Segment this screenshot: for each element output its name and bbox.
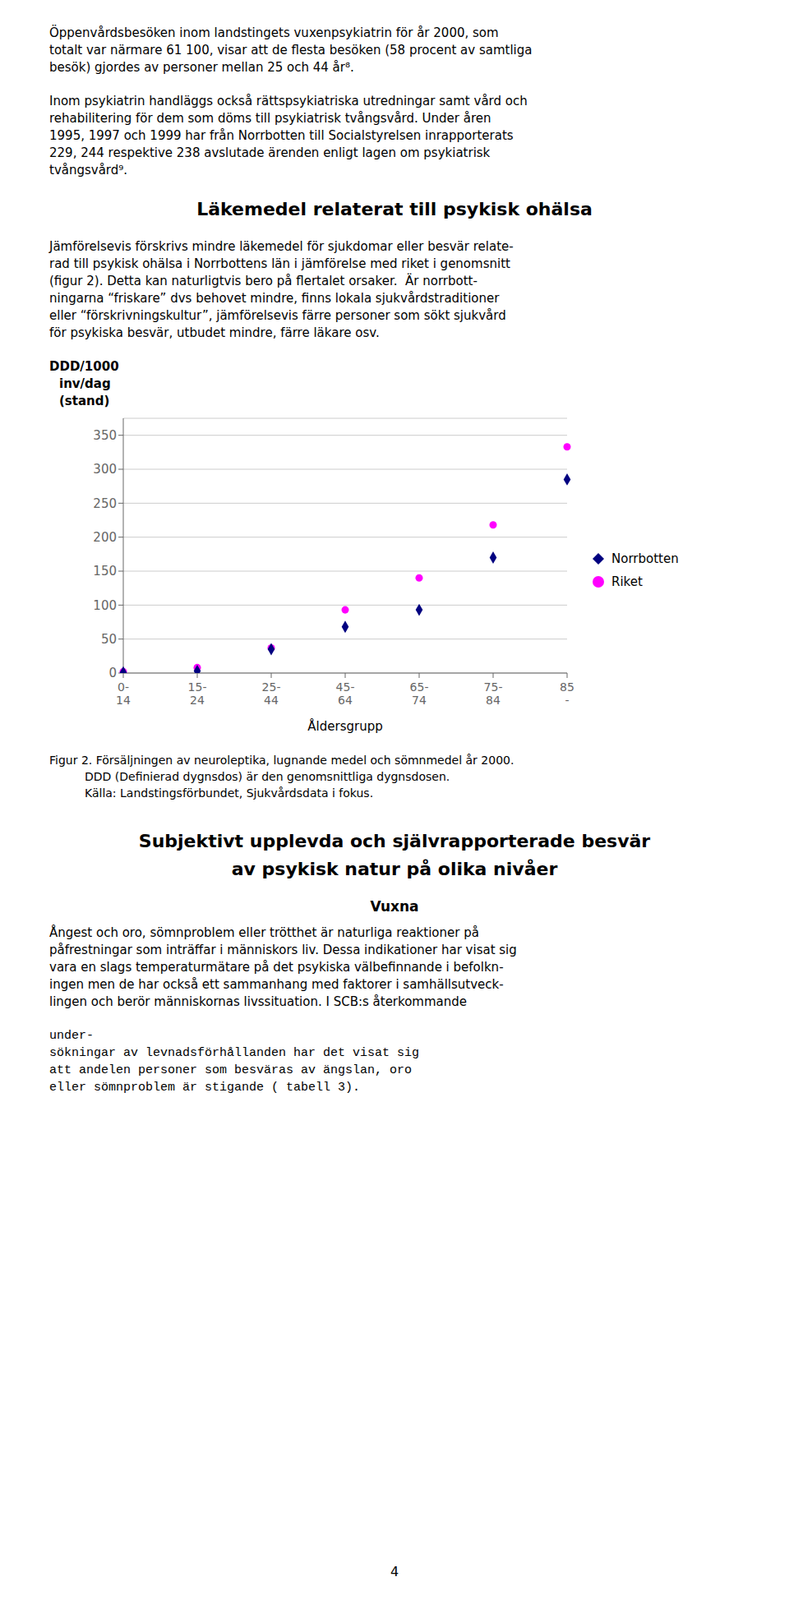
html-text:DDD (Definierad dygnsdos) är d: DDD (Definierad dygnsdos) är den genomsn… [84,770,450,784]
svg-text:200: 200 [92,530,117,545]
html-text:av psykisk natur på olika nivå: av psykisk natur på olika nivåer [231,858,558,880]
html-text:Jämförelsevis förskrivs mindre: Jämförelsevis förskrivs mindre läkemedel… [49,239,514,254]
html-text:vara en slags temperaturmätare: vara en slags temperaturmätare på det ps… [49,959,504,975]
svg-text:75-84: 75-84 [484,680,503,707]
html-text:påfrestningar som inträffar i: påfrestningar som inträffar i människors… [49,942,517,958]
html-text:Ångest och oro, sömnproblem el: Ångest och oro, sömnproblem eller trötth… [49,925,480,941]
html-text:under-: under- [49,1028,94,1043]
html-text:tvångsvård⁹.: tvångsvård⁹. [49,162,128,178]
html-text:Norrbotten: Norrbotten [611,551,679,567]
html-text:(figur 2). Detta kan naturligt: (figur 2). Detta kan naturligtvis bero p… [49,273,478,289]
html-text:DDD/1000: DDD/1000 [49,359,119,374]
html-text:rad till psykisk ohälsa i Norr: rad till psykisk ohälsa i Norrbottens lä… [49,256,511,272]
svg-text:45-64: 45-64 [336,680,356,707]
html-text:eller “förskrivningskultur”, j: eller “förskrivningskultur”, jämförelsev… [49,308,507,323]
html-text:Figur 2. Försäljningen av neur: Figur 2. Försäljningen av neuroleptika, … [49,753,515,767]
html-text:229, 244 respektive 238 avslut: 229, 244 respektive 238 avslutade ärende… [49,145,491,161]
svg-text:250: 250 [92,496,117,512]
svg-text:350: 350 [92,428,117,443]
html-text:ningarna “friskare” dvs behove: ningarna “friskare” dvs behovet mindre, … [49,290,500,306]
html-text:att andelen personer som besvä: att andelen personer som besväras av äng… [49,1063,412,1078]
html-text:för psykiska besvär, utbudet m: för psykiska besvär, utbudet mindre, fär… [49,325,380,341]
svg-text:100: 100 [92,598,117,614]
svg-text:15-24: 15-24 [188,680,208,707]
svg-text:150: 150 [92,563,117,579]
html-text:totalt var närmare 61 100, vis: totalt var närmare 61 100, visar att de … [49,42,533,58]
svg-text:50: 50 [101,632,117,647]
html-text:1995, 1997 och 1999 har från N: 1995, 1997 och 1999 har från Norrbotten … [49,128,514,144]
svg-text:65-74: 65-74 [410,680,430,707]
html-text:Riket: Riket [611,574,643,590]
html-text:lingen och berör människornas: lingen och berör människornas livssituat… [49,994,467,1010]
html-text:4: 4 [390,1564,399,1580]
html-text:ingen men de har också ett sam: ingen men de har också ett sammanhang me… [49,977,504,993]
svg-text:25-44: 25-44 [262,680,282,707]
svg-text:300: 300 [92,461,117,477]
html-text:Öppenvårdsbesöken inom landsti: Öppenvårdsbesöken inom landstingets vuxe… [49,25,499,41]
html-text:Subjektivt upplevda och självr: Subjektivt upplevda och självrapporterad… [138,830,651,852]
html-text:Vuxna: Vuxna [370,898,419,915]
svg-text:85-: 85- [559,680,575,707]
svg-text:0: 0 [108,665,117,681]
html-text:Läkemedel relaterat till psyki: Läkemedel relaterat till psykisk ohälsa [196,198,593,220]
html-text:inv/dag: inv/dag [59,376,111,392]
html-text:(stand): (stand) [59,393,110,409]
html-text:Källa: Landstingsförbundet, Sj: Källa: Landstingsförbundet, Sjukvårdsdat… [84,786,374,800]
svg-text:Åldersgrupp: Åldersgrupp [307,718,383,734]
html-text:sökningar av levnadsförhålland: sökningar av levnadsförhållanden har det… [49,1046,420,1061]
html-text:Inom psykiatrin handläggs ocks: Inom psykiatrin handläggs också rättspsy… [49,93,528,109]
html-text:besök) gjordes av personer mel: besök) gjordes av personer mellan 25 och… [49,59,355,75]
html-text:eller sömnproblem är stigande: eller sömnproblem är stigande ( tabell 3… [49,1080,361,1095]
svg-text:0-14: 0-14 [115,680,131,707]
html-text:rehabilitering för dem som döm: rehabilitering för dem som döms till psy… [49,110,492,126]
